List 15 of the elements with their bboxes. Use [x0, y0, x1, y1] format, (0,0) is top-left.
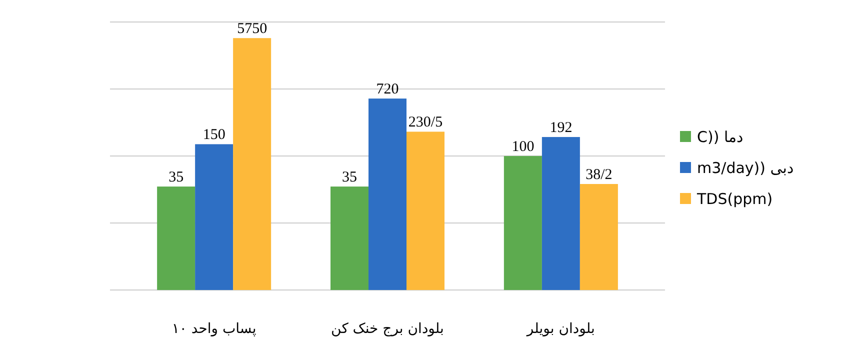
data-label: 230/5	[408, 114, 443, 131]
data-label: 5750	[237, 21, 268, 38]
legend-label: TDS(ppm)	[696, 190, 773, 208]
x-tick-label: بلودان بویلر	[526, 321, 595, 337]
x-tick-label: پساب واحد ۱۰	[172, 321, 256, 337]
data-label: 38/2	[586, 167, 612, 183]
data-label: 192	[550, 120, 572, 136]
data-label: 150	[202, 127, 226, 144]
legend-label: C)) دما	[697, 128, 744, 146]
data-label: 35	[342, 170, 357, 186]
data-label: 720	[376, 82, 399, 98]
data-label: 100	[512, 139, 534, 155]
legend-label: m3/day)) دبی	[697, 159, 794, 177]
x-tick-label: بلودان برج خنک کن	[331, 321, 444, 337]
data-label: 35	[168, 170, 184, 186]
